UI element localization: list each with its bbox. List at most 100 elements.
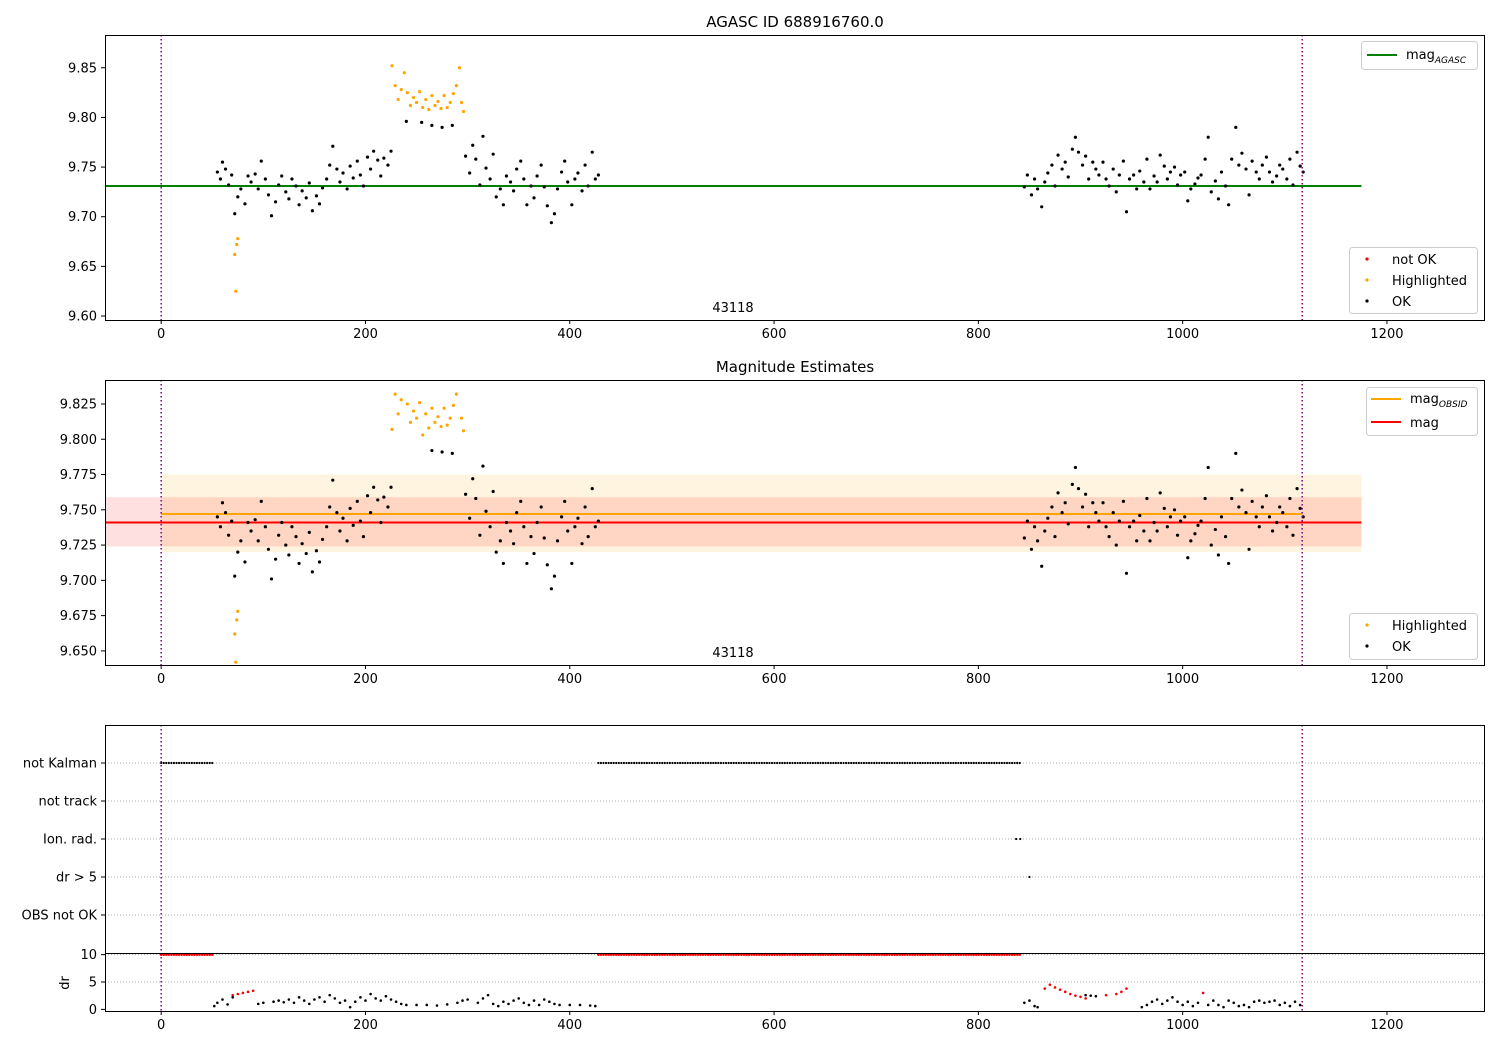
data-point [393, 392, 397, 396]
flag-point [622, 761, 626, 765]
data-point [468, 516, 472, 520]
data-point [361, 535, 366, 539]
data-point [1053, 535, 1057, 539]
flag-point [898, 761, 901, 765]
data-point [583, 505, 587, 509]
data-point [1158, 153, 1162, 157]
data-point [1076, 487, 1081, 491]
data-point [1056, 491, 1060, 495]
dr-point [1160, 1002, 1164, 1006]
data-point [448, 416, 452, 420]
data-point [545, 204, 549, 208]
flag-point [617, 761, 620, 765]
flag-point [982, 761, 986, 765]
data-point [488, 525, 492, 529]
data-point [1107, 535, 1111, 539]
flag-point [607, 761, 610, 765]
data-point [290, 525, 294, 529]
dr-point [1058, 988, 1062, 991]
flag-point [952, 761, 955, 765]
data-point [1043, 180, 1047, 184]
data-point [1138, 169, 1142, 173]
data-point [386, 505, 390, 509]
data-point [1101, 160, 1105, 164]
data-point [345, 539, 349, 543]
data-point [1183, 515, 1187, 519]
flag-point [844, 761, 848, 765]
flag-point [878, 761, 881, 765]
data-point [1291, 183, 1295, 187]
data-point [1046, 171, 1050, 175]
flag-point [640, 761, 643, 765]
dr-point [476, 1001, 480, 1005]
data-point [1199, 173, 1203, 177]
data-point [1142, 529, 1146, 533]
flag-point [890, 761, 894, 765]
data-point [1138, 513, 1142, 518]
data-point [379, 174, 383, 178]
y-axis-label: dr [58, 976, 73, 990]
data-point [522, 177, 526, 181]
data-point [459, 100, 464, 105]
data-point [1121, 499, 1126, 503]
data-point [1216, 553, 1221, 557]
flag-point [924, 761, 927, 765]
flag-point [689, 761, 692, 765]
data-point [280, 520, 284, 525]
data-point [481, 464, 485, 468]
flag-point [970, 761, 973, 765]
data-point [218, 177, 223, 181]
data-point [235, 618, 239, 622]
data-point [368, 511, 373, 515]
data-point [1270, 529, 1275, 533]
data-point [1250, 159, 1254, 163]
y-tick-label: 9.650 [60, 644, 97, 659]
data-point [1101, 501, 1105, 505]
dr-point [1104, 993, 1108, 997]
data-point [310, 209, 314, 213]
data-point [1234, 125, 1238, 129]
dr-point [302, 999, 306, 1002]
flag-point [944, 761, 947, 765]
dr-point [594, 1004, 597, 1008]
dr-point [374, 997, 377, 1000]
dr-point [1273, 999, 1276, 1002]
data-point [590, 150, 594, 154]
y-tick-label: 9.775 [60, 468, 97, 483]
flag-point [801, 761, 804, 765]
dr-point [1048, 983, 1052, 987]
flag-point [949, 761, 952, 765]
data-point [1022, 536, 1026, 540]
dr-point [1181, 1003, 1184, 1007]
flag-point [198, 761, 201, 765]
data-point [1189, 187, 1193, 191]
data-point [341, 171, 345, 175]
data-point [1240, 488, 1244, 492]
dr-point [1166, 999, 1169, 1002]
flag-point [612, 761, 615, 765]
data-point [235, 242, 239, 247]
dr-point [348, 1005, 352, 1009]
data-point [314, 194, 319, 198]
legend-lines: magOBSID mag [1366, 387, 1478, 436]
flag-point [180, 761, 183, 765]
flag-point [829, 761, 832, 765]
dr-point [277, 999, 280, 1002]
data-point [386, 163, 390, 167]
data-point [220, 160, 225, 164]
data-point [418, 90, 422, 94]
data-point [259, 159, 263, 163]
data-point [576, 171, 580, 175]
flag-point [852, 761, 855, 765]
data-point [1070, 147, 1074, 151]
dr-point [1155, 998, 1159, 1001]
data-point [1250, 499, 1254, 503]
flag-point [857, 761, 860, 765]
data-point [471, 477, 475, 481]
flag-point [165, 761, 168, 765]
data-point [1029, 547, 1034, 551]
data-point [331, 144, 335, 148]
legend-ok: OK [1392, 295, 1411, 310]
data-point [430, 448, 434, 453]
dr-point [1084, 997, 1087, 1000]
